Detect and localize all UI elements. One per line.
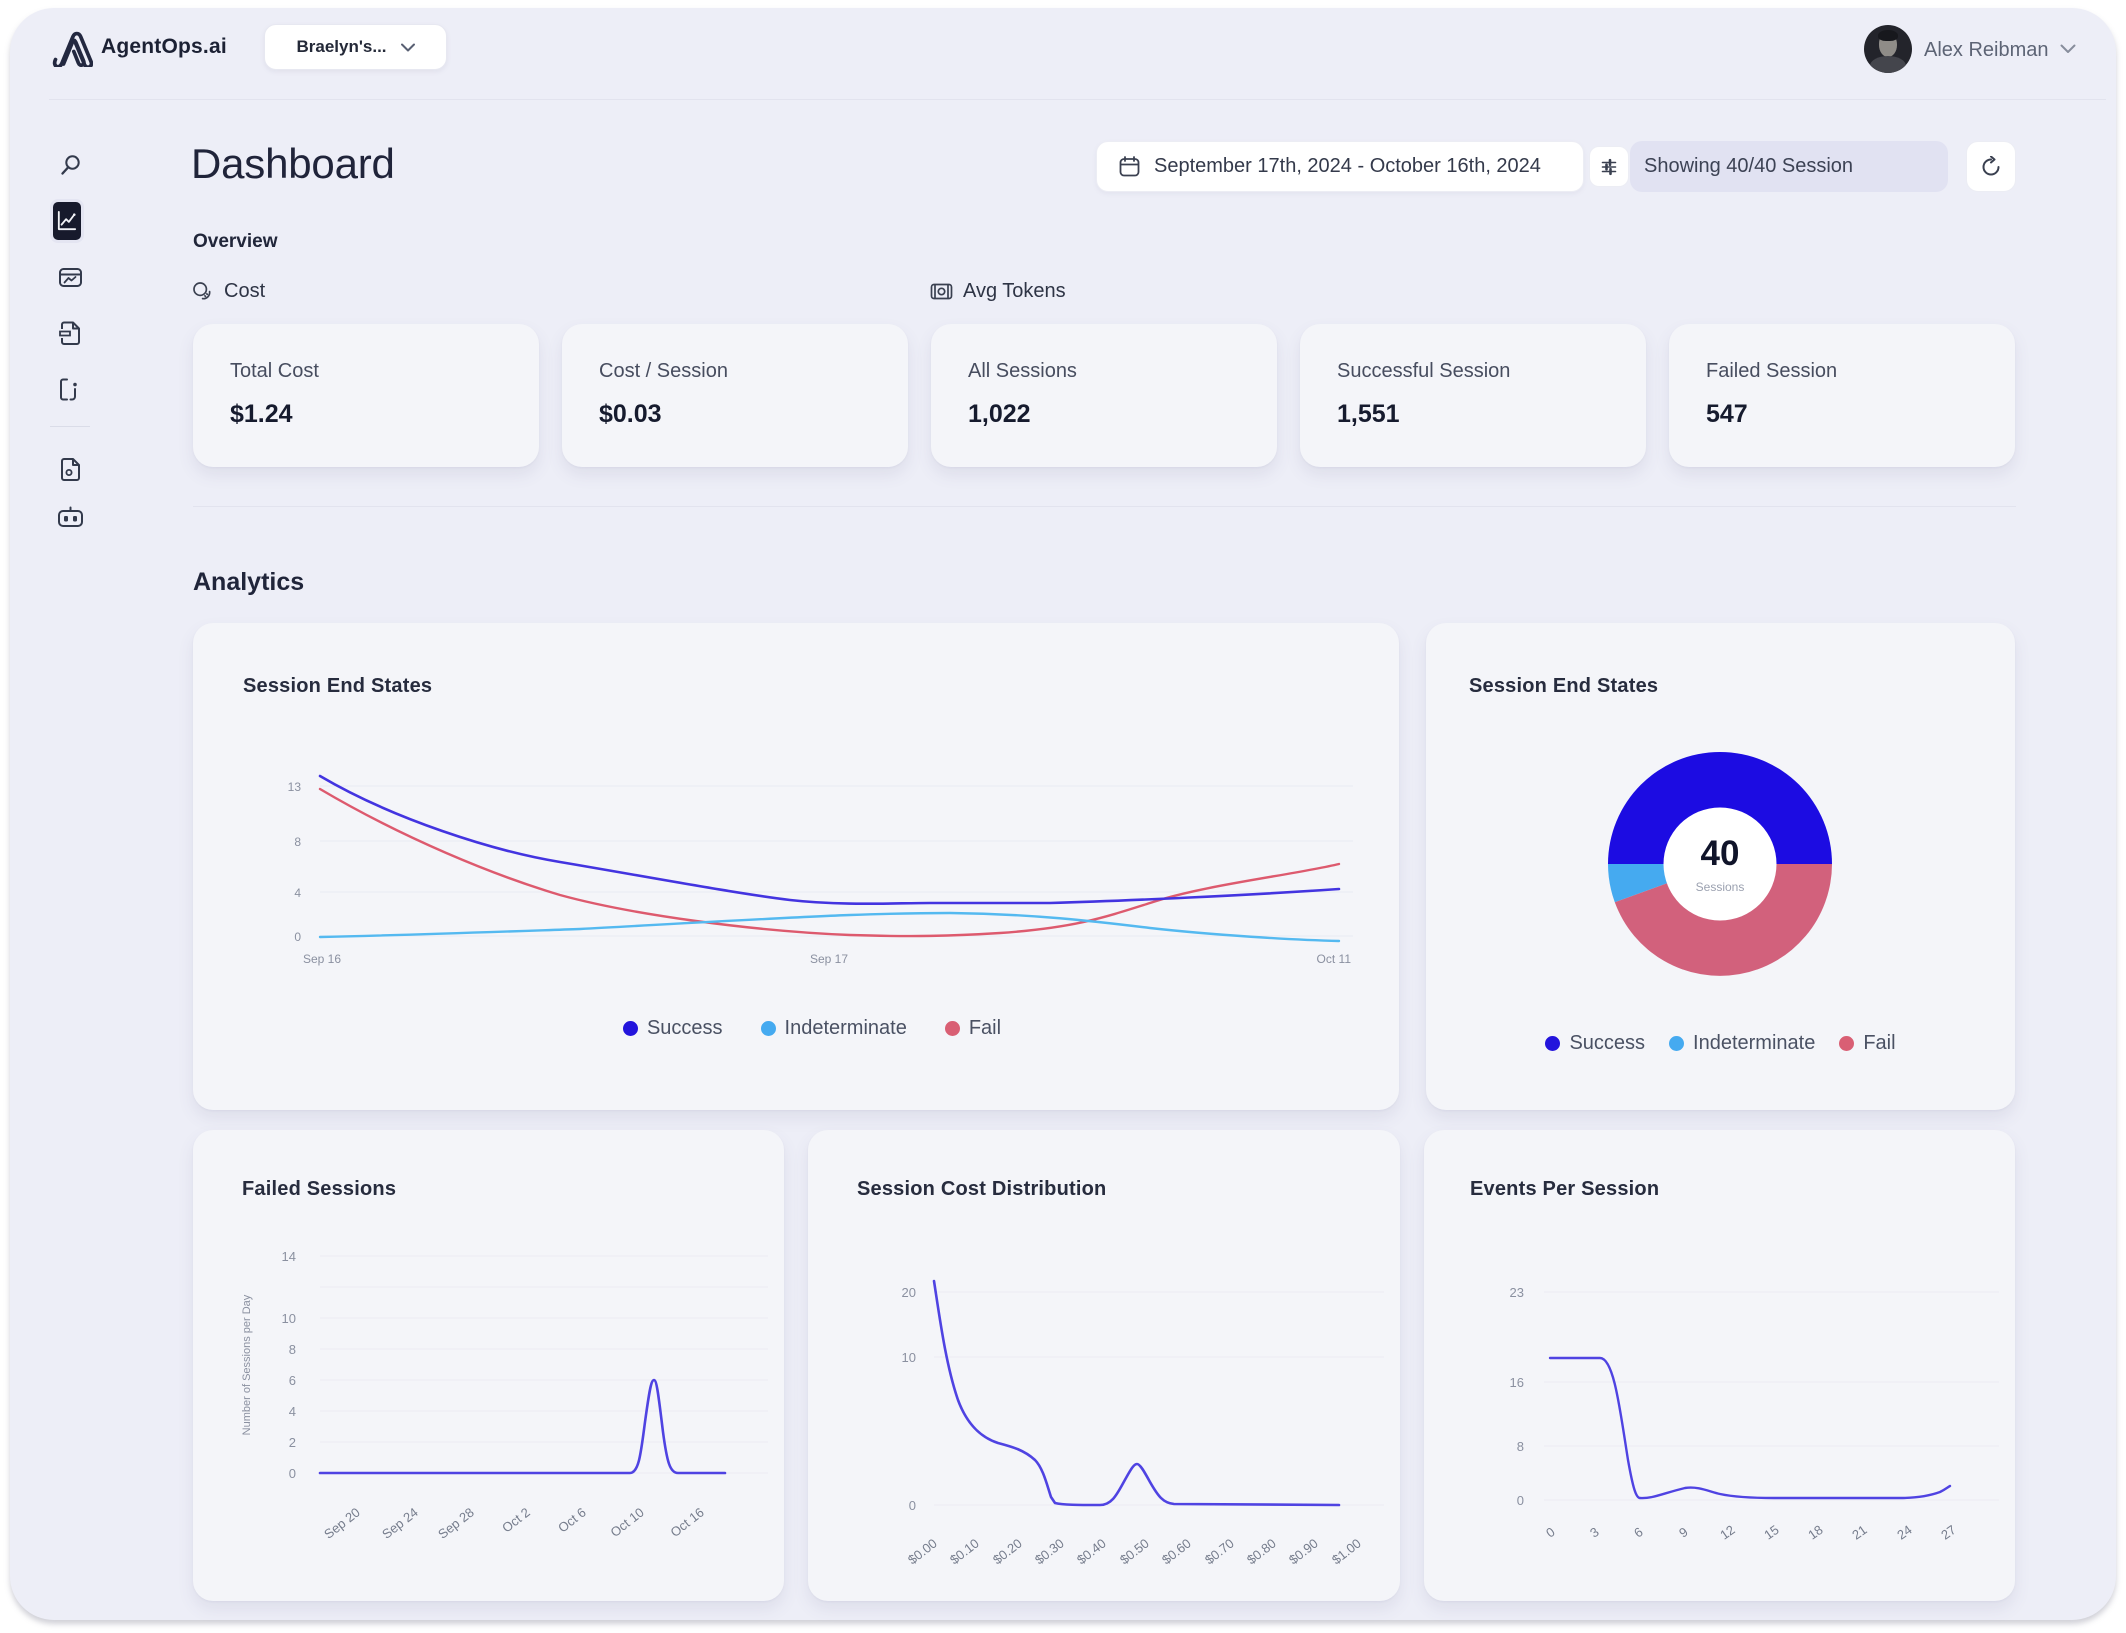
svg-text:0: 0 [909,1498,916,1513]
svg-text:Oct 6: Oct 6 [555,1505,589,1536]
svg-text:8: 8 [289,1342,296,1357]
svg-text:13: 13 [288,780,302,794]
svg-text:$0.80: $0.80 [1244,1536,1279,1568]
svg-text:27: 27 [1938,1522,1958,1543]
svg-text:10: 10 [282,1311,296,1326]
svg-text:Sep 20: Sep 20 [321,1505,363,1542]
svg-text:6: 6 [1631,1524,1646,1540]
svg-text:9: 9 [1676,1524,1691,1540]
svg-text:Oct 16: Oct 16 [667,1505,706,1540]
svg-text:Oct 2: Oct 2 [499,1505,533,1536]
svg-text:0: 0 [294,930,301,944]
svg-text:3: 3 [1587,1524,1602,1540]
svg-text:$0.90: $0.90 [1286,1536,1321,1568]
svg-text:6: 6 [289,1373,296,1388]
svg-text:$0.70: $0.70 [1202,1536,1237,1568]
svg-text:10: 10 [902,1350,916,1365]
svg-text:Oct 11: Oct 11 [1317,952,1352,966]
svg-text:$0.40: $0.40 [1074,1536,1109,1568]
svg-text:Sep 16: Sep 16 [303,952,341,966]
svg-text:Sep 24: Sep 24 [379,1505,421,1542]
svg-text:0: 0 [1517,1493,1524,1508]
svg-text:0: 0 [289,1466,296,1481]
svg-text:Number of Sessions per Day: Number of Sessions per Day [241,1294,253,1435]
svg-text:Sep 17: Sep 17 [810,952,848,966]
svg-text:24: 24 [1894,1522,1914,1543]
svg-text:23: 23 [1510,1285,1524,1300]
svg-text:40: 40 [1701,834,1740,873]
svg-text:4: 4 [289,1404,296,1419]
svg-text:Oct 10: Oct 10 [607,1505,646,1540]
svg-text:2: 2 [289,1435,296,1450]
svg-text:15: 15 [1761,1522,1781,1543]
svg-text:$1.00: $1.00 [1329,1536,1364,1568]
svg-text:$0.00: $0.00 [905,1536,940,1568]
svg-text:$0.60: $0.60 [1159,1536,1194,1568]
svg-text:8: 8 [294,835,301,849]
svg-text:$0.50: $0.50 [1117,1536,1152,1568]
svg-text:20: 20 [902,1285,916,1300]
svg-text:12: 12 [1717,1522,1737,1543]
svg-text:Sep 28: Sep 28 [435,1505,477,1542]
svg-text:21: 21 [1849,1522,1869,1543]
svg-text:$0.30: $0.30 [1032,1536,1067,1568]
svg-text:$0.10: $0.10 [947,1536,982,1568]
svg-text:8: 8 [1517,1439,1524,1454]
svg-text:18: 18 [1805,1522,1825,1543]
svg-text:4: 4 [294,886,301,900]
svg-text:14: 14 [282,1249,296,1264]
svg-text:16: 16 [1510,1375,1524,1390]
svg-text:$0.20: $0.20 [990,1536,1025,1568]
svg-text:Sessions: Sessions [1696,880,1745,894]
svg-text:0: 0 [1543,1524,1558,1540]
